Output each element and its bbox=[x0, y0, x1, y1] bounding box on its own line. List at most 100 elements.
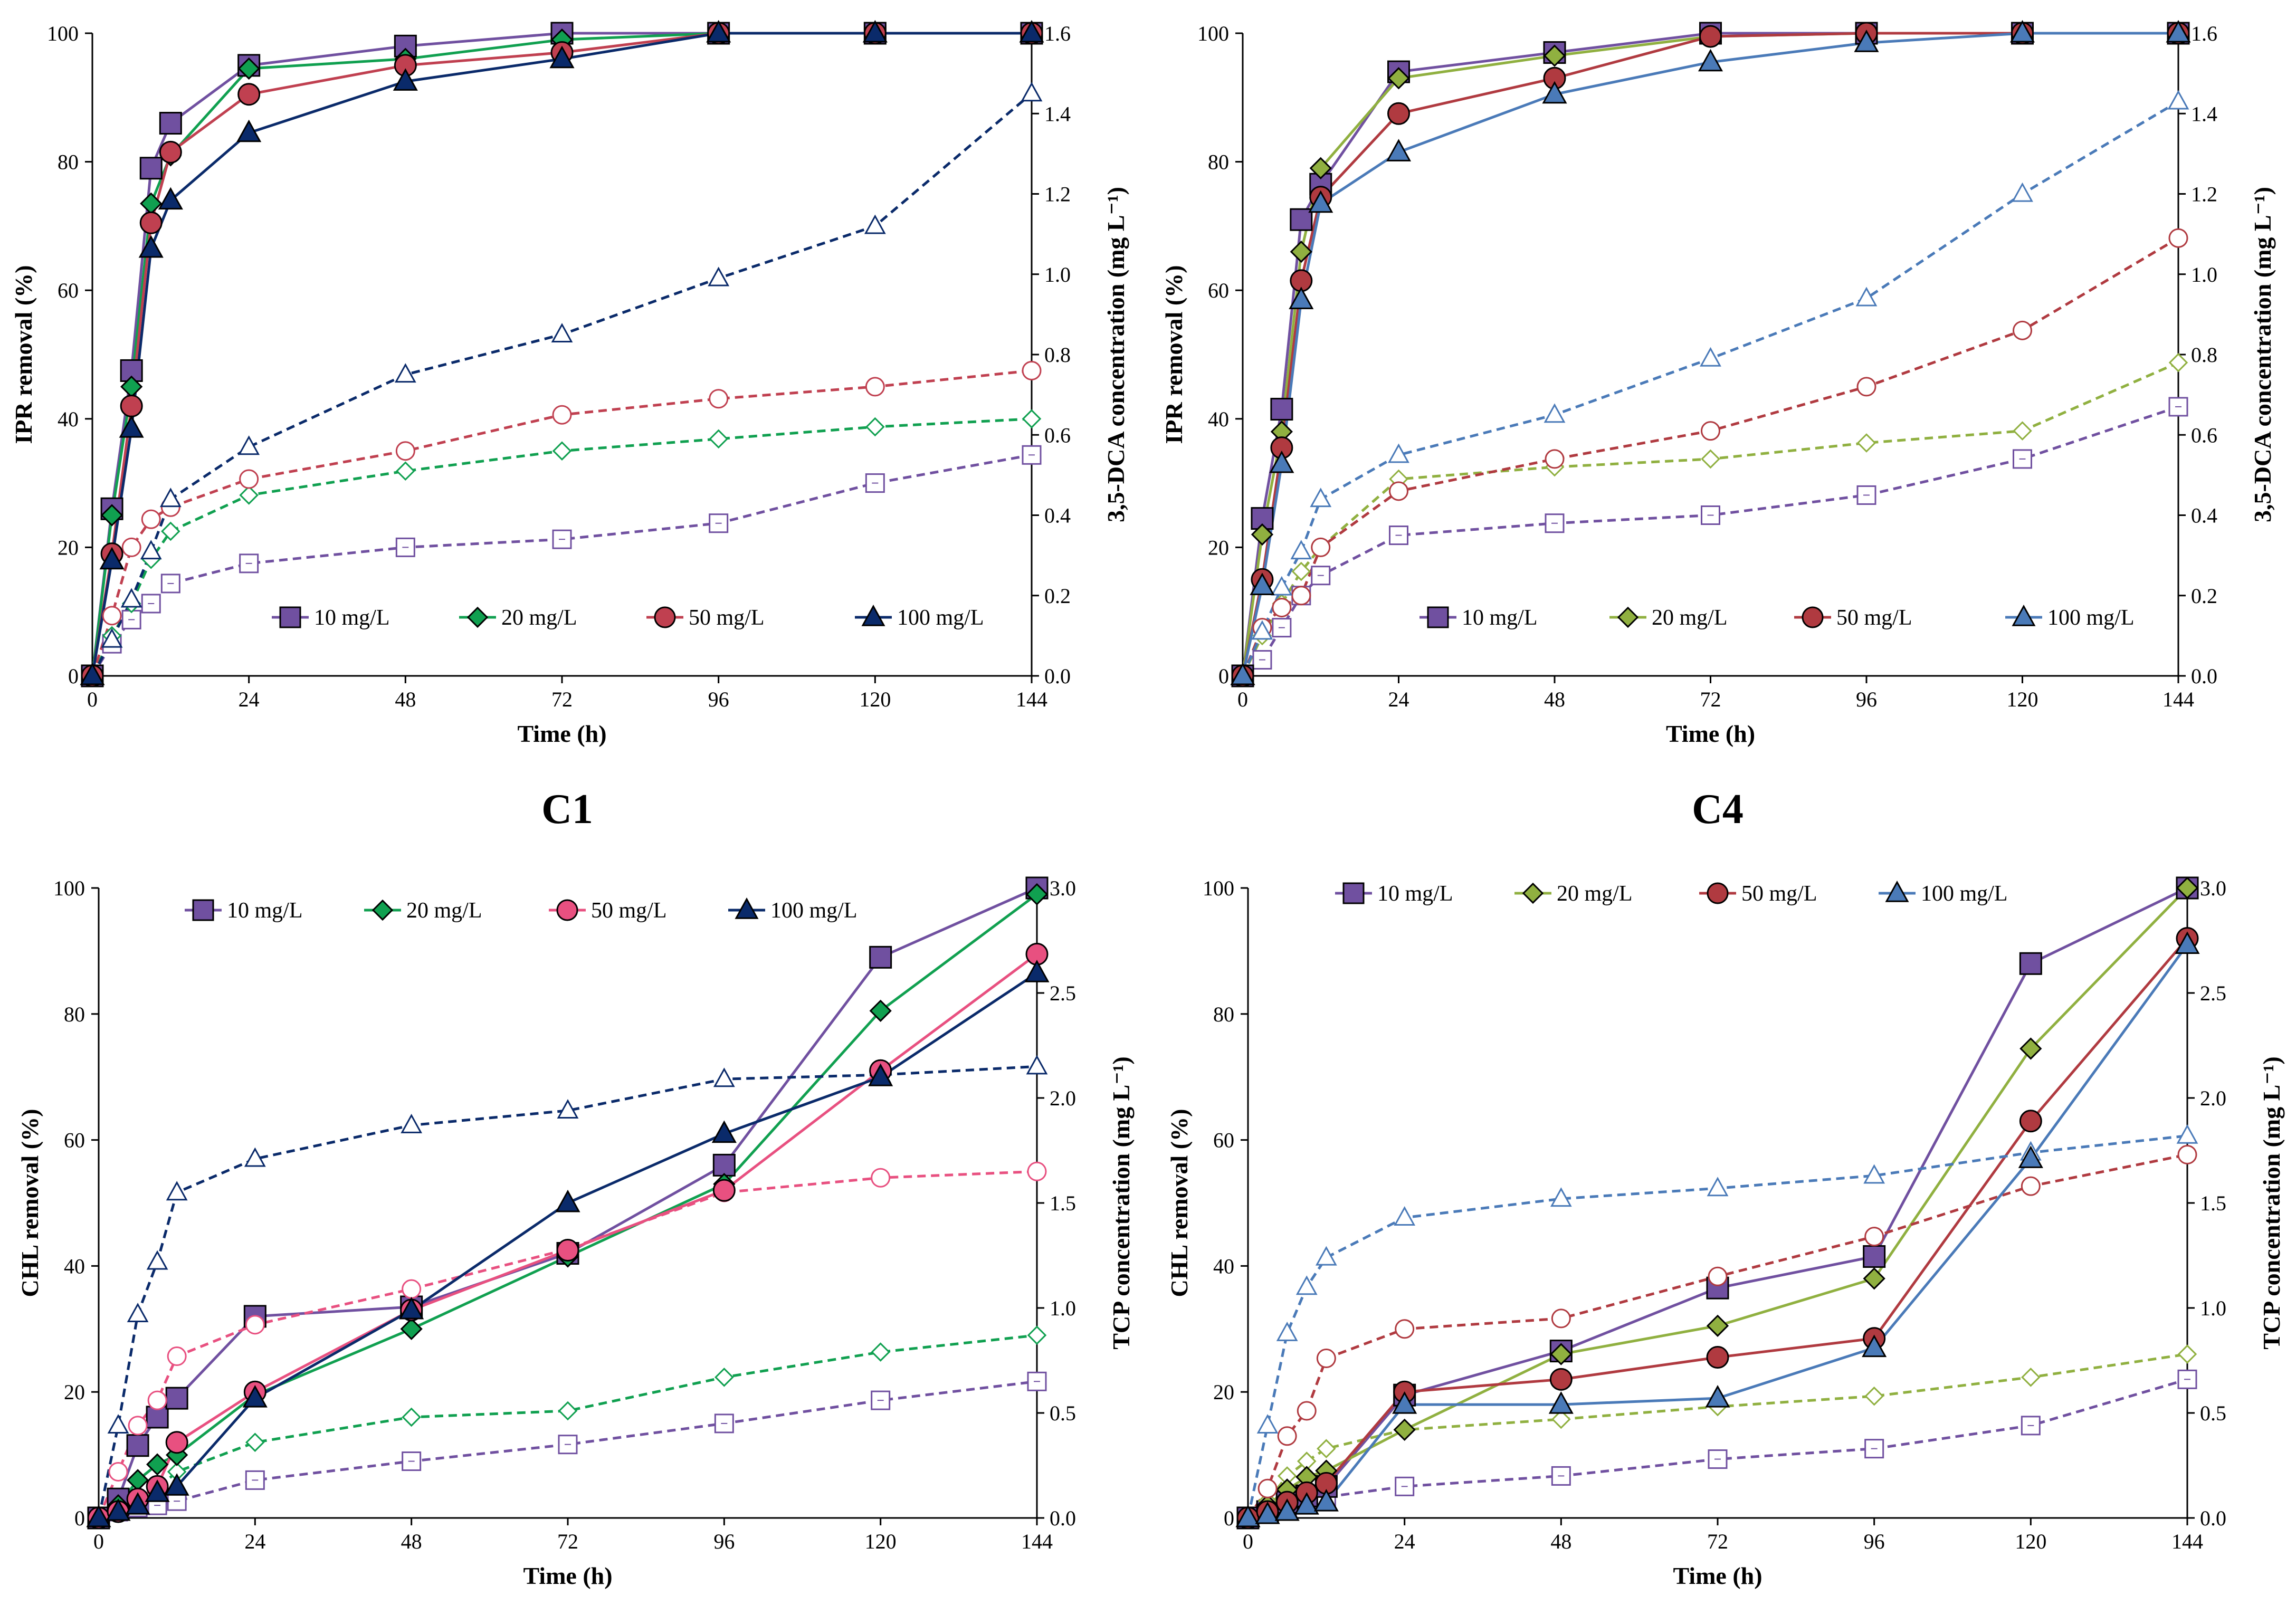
top-left-legend-label-3: 100 mg/L bbox=[897, 606, 984, 630]
bottom-right-series-3-product-point bbox=[1256, 1414, 1279, 1434]
bottom-right-series-1-product-point bbox=[1551, 1409, 1571, 1429]
top-left-series-0-product-line bbox=[91, 453, 1032, 677]
bottom-left-y2-tick-label: 2.0 bbox=[1050, 1086, 1076, 1110]
bottom-left-series-3-removal-point bbox=[711, 1120, 737, 1143]
top-right-y-tick-label: 20 bbox=[1208, 536, 1229, 559]
top-left-series-3-removal-point bbox=[1019, 20, 1044, 43]
bottom-right-x-axis-label: Time (h) bbox=[1673, 1562, 1762, 1589]
top-left-y-tick-label: 40 bbox=[58, 407, 79, 431]
bottom-right-series-3-product-point bbox=[2176, 1124, 2198, 1144]
bottom-left-series-0-product-point bbox=[558, 1435, 578, 1455]
top-right-y2-tick-label: 1.0 bbox=[2191, 263, 2217, 286]
bottom-left-series-1-removal-point bbox=[400, 1317, 423, 1340]
top-right-series-1-removal-point bbox=[1543, 44, 1566, 67]
top-right-series-3-product-point bbox=[1251, 620, 1273, 640]
top-right-series-3-removal-point bbox=[1289, 286, 1314, 309]
bottom-left-x-tick-label: 72 bbox=[557, 1530, 578, 1553]
top-left-legend-marker-3 bbox=[861, 604, 885, 626]
top-right-series-3-product-point bbox=[1290, 540, 1312, 560]
bottom-left-series-3-removal-point bbox=[555, 1189, 580, 1212]
bottom-right-series-1-product-point bbox=[1864, 1386, 1884, 1406]
bottom-left-legend-marker-3 bbox=[735, 897, 759, 919]
bottom-right-y2-tick-label: 3.0 bbox=[2200, 876, 2226, 900]
bottom-right-series-2-product-point bbox=[1395, 1319, 1415, 1339]
bottom-left-series-1-removal-point bbox=[869, 999, 892, 1022]
bottom-right-y-axis-label: CHL removal (%) bbox=[1166, 1109, 1193, 1297]
top-right-series-3-removal-point bbox=[2009, 20, 2035, 43]
top-right-y2-tick-label: 1.4 bbox=[2191, 102, 2217, 126]
bottom-right-series-2-removal-point bbox=[1549, 1368, 1573, 1391]
top-right-legend-marker-0 bbox=[1427, 606, 1449, 628]
top-right-series-3-removal-point bbox=[1386, 139, 1412, 161]
bottom-left-series-3-removal-point bbox=[399, 1296, 424, 1320]
bottom-left-series-3-product-point bbox=[166, 1181, 188, 1201]
top-left-series-2-product-point bbox=[552, 405, 572, 425]
top-left-series-1-product-point bbox=[396, 461, 415, 481]
bottom-right-series-3-product-point bbox=[1276, 1321, 1298, 1341]
top-left-x-tick-label: 48 bbox=[395, 687, 416, 711]
top-right-legend-marker-1 bbox=[1617, 606, 1639, 628]
top-right-y2-tick-label: 0.2 bbox=[2191, 584, 2217, 608]
bottom-right-series-2-removal-point bbox=[1706, 1346, 1729, 1369]
bottom-left-series-3-product-point bbox=[244, 1147, 266, 1167]
bottom-left-series-2-product-point bbox=[871, 1168, 891, 1188]
top-left-legend-label-2: 50 mg/L bbox=[689, 606, 765, 630]
top-left-y-tick-label: 0 bbox=[68, 664, 79, 688]
top-right-legend-label-0: 10 mg/L bbox=[1462, 606, 1538, 630]
bottom-left-y-axis-label: CHL removal (%) bbox=[16, 1109, 43, 1297]
bottom-left-x-tick-label: 120 bbox=[865, 1530, 897, 1553]
top-left-y2-tick-label: 0.4 bbox=[1044, 504, 1071, 528]
top-right-series-1-product-point bbox=[1856, 433, 1876, 453]
bottom-left-legend-label-2: 50 mg/L bbox=[591, 899, 667, 923]
top-left-y2-axis-label: 3,5-DCA concentration (mg L⁻¹) bbox=[1102, 187, 1129, 522]
bottom-left-series-2-removal-point bbox=[556, 1239, 579, 1262]
top-left-series-0-removal-point bbox=[139, 157, 163, 180]
top-left-series-3-removal-point bbox=[80, 662, 105, 685]
top-left-series-3-product-point bbox=[1021, 82, 1043, 102]
top-left-y2-tick-label: 1.4 bbox=[1044, 102, 1071, 126]
top-right-x-axis-label: Time (h) bbox=[1666, 720, 1755, 747]
top-right-x-tick-label: 72 bbox=[1700, 687, 1721, 711]
top-left-series-0-removal-line bbox=[91, 32, 1032, 676]
top-right-y-tick-label: 40 bbox=[1208, 407, 1229, 431]
top-left-series-3-removal-point bbox=[393, 68, 418, 91]
top-left-series-3-product-point bbox=[551, 323, 573, 343]
top-right-series-3-product-point bbox=[1271, 576, 1293, 596]
bottom-left-x-tick-label: 24 bbox=[244, 1530, 265, 1553]
bottom-right-y2-tick-label: 1.0 bbox=[2200, 1296, 2226, 1320]
bottom-left-series-1-product-point bbox=[714, 1368, 734, 1387]
top-left-y2-tick-label: 1.2 bbox=[1044, 183, 1071, 206]
top-right-legend-label-2: 50 mg/L bbox=[1836, 606, 1912, 630]
bottom-right-legend-label-3: 100 mg/L bbox=[1921, 882, 2008, 906]
top-right-legend-marker-2 bbox=[1802, 606, 1824, 628]
bottom-right-legend-marker-1 bbox=[1522, 882, 1544, 904]
bottom-right-series-3-product-point bbox=[1295, 1275, 1318, 1295]
top-right-x-tick-label: 144 bbox=[2162, 687, 2194, 711]
bottom-left-series-3-product-point bbox=[557, 1099, 579, 1119]
top-right-series-1-product-point bbox=[1701, 449, 1720, 469]
bottom-left-x-tick-label: 96 bbox=[713, 1530, 735, 1553]
bottom-right-series-3-product-point bbox=[1707, 1177, 1729, 1197]
top-right-series-3-product-point bbox=[2012, 182, 2033, 202]
bottom-left-series-2-product-point bbox=[128, 1416, 148, 1436]
top-right-legend-label-3: 100 mg/L bbox=[2047, 606, 2135, 630]
top-left-series-1-product-point bbox=[161, 521, 180, 541]
top-left-series-3-removal-point bbox=[862, 20, 888, 43]
top-left-series-2-removal-point bbox=[139, 211, 163, 234]
bottom-right-series-2-product-point bbox=[2021, 1176, 2041, 1196]
top-left-y-tick-label: 60 bbox=[58, 279, 79, 302]
top-right-y-tick-label: 60 bbox=[1208, 279, 1229, 302]
bottom-right-legend-marker-3 bbox=[1885, 880, 1909, 902]
top-right-series-2-product-point bbox=[1389, 481, 1408, 501]
bottom-right-y-tick-label: 80 bbox=[1213, 1002, 1234, 1026]
bottom-right-y2-axis-label: TCP concentration (mg L⁻¹) bbox=[2258, 1056, 2285, 1350]
bottom-left-y-tick-label: 20 bbox=[64, 1380, 85, 1404]
top-left-x-axis-label: Time (h) bbox=[517, 720, 606, 747]
top-left-series-3-product-point bbox=[159, 488, 182, 508]
bottom-right-legend-label-0: 10 mg/L bbox=[1377, 882, 1453, 906]
bottom-left-series-3-product-point bbox=[1026, 1055, 1048, 1075]
bottom-left-series-3-product-point bbox=[713, 1067, 735, 1087]
panel-title-c1: C1 bbox=[541, 786, 593, 833]
top-right-x-tick-label: 24 bbox=[1388, 687, 1409, 711]
top-left-series-1-product-point bbox=[1022, 409, 1042, 429]
